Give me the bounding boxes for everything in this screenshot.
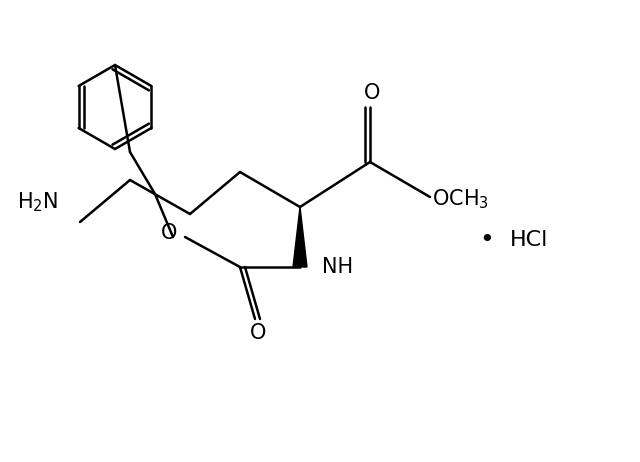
Text: O: O: [161, 223, 177, 243]
Polygon shape: [293, 207, 307, 267]
Text: NH: NH: [322, 257, 353, 277]
Text: O: O: [364, 83, 380, 103]
Text: •: •: [479, 228, 494, 252]
Text: OCH$_3$: OCH$_3$: [432, 187, 489, 211]
Text: HCl: HCl: [510, 230, 548, 250]
Text: O: O: [250, 323, 266, 343]
Text: H$_2$N: H$_2$N: [17, 190, 58, 214]
